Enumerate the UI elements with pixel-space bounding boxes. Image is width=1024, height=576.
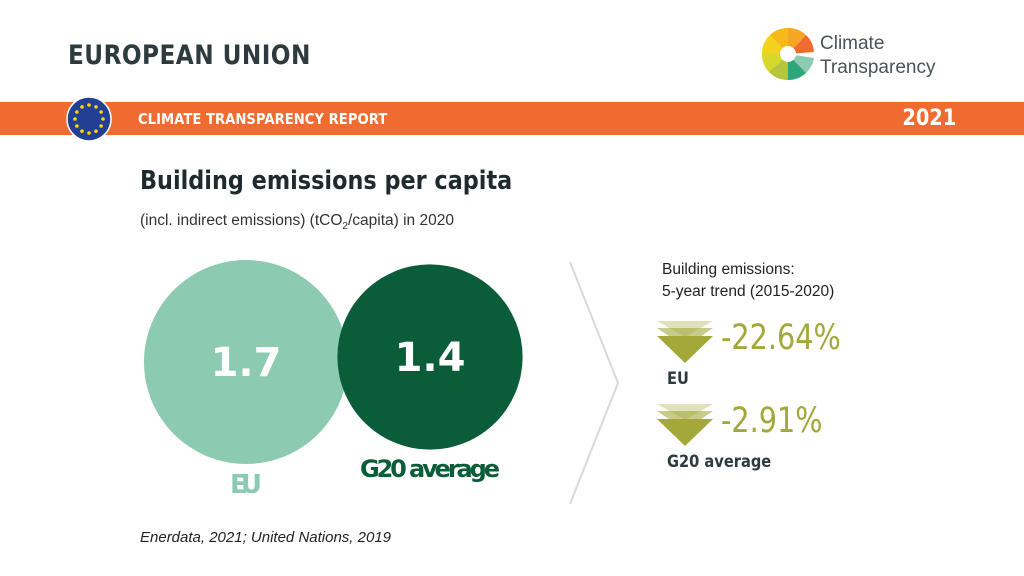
down-trend-arrow-icon <box>657 404 713 446</box>
eu-flag-star <box>80 129 84 133</box>
chevron-divider <box>569 261 620 505</box>
report-banner: CLIMATE TRANSPARENCY REPORT 2021 <box>0 102 1024 135</box>
trend-label: EU <box>667 369 689 389</box>
eu-flag-star <box>87 131 91 135</box>
bubble-name-label: G20 average <box>360 455 500 483</box>
eu-flag-star <box>87 103 91 107</box>
trend-label: G20 average <box>667 452 772 472</box>
subtitle-pre: (incl. indirect emissions) (tCO <box>140 212 343 229</box>
eu-flag-star <box>99 110 103 114</box>
bubble-eu <box>144 260 348 464</box>
eu-flag-star <box>73 117 77 121</box>
climate-transparency-logo: Climate Transparency <box>760 26 970 86</box>
logo-text-line1: Climate <box>820 33 885 54</box>
eu-flag-star <box>99 124 103 128</box>
eu-flag-star <box>94 105 98 109</box>
bubble-value-label: 1.7 <box>211 340 282 386</box>
down-trend-arrow-icon <box>657 321 713 363</box>
logo-text-line2: Transparency <box>820 57 936 78</box>
eu-flag-star <box>101 117 105 121</box>
trend-title-line2: 5-year trend (2015-2020) <box>662 283 835 300</box>
subtitle-sub: 2 <box>342 221 348 233</box>
per-capita-bubble-chart: 1.7 EU 1.4 G20 average <box>144 260 523 500</box>
bubble-g20 <box>337 264 523 450</box>
banner-year: 2021 <box>902 106 956 131</box>
trend-title-line1: Building emissions: <box>662 261 795 278</box>
trend-value: -22.64% <box>721 318 841 358</box>
trend-item-eu: -22.64% EU <box>657 318 897 391</box>
trend-item-g20: -2.91% G20 average <box>657 401 897 474</box>
bubble-name-label: EU <box>230 470 262 500</box>
section-title: Building emissions per capita <box>140 166 513 196</box>
country-title: EUROPEAN UNION <box>68 40 311 71</box>
subtitle-post: /capita) in 2020 <box>347 212 454 229</box>
logo-wheel-icon <box>761 27 814 81</box>
eu-flag-icon <box>66 96 112 142</box>
bubble-value-label: 1.4 <box>395 335 466 381</box>
trend-title: Building emissions: 5-year trend (2015-2… <box>662 259 834 303</box>
eu-flag-star <box>94 129 98 133</box>
trend-value: -2.91% <box>721 401 823 441</box>
section-subtitle: (incl. indirect emissions) (tCO2/capita)… <box>140 212 454 232</box>
eu-flag-star <box>75 110 79 114</box>
banner-label: CLIMATE TRANSPARENCY REPORT <box>138 110 388 128</box>
eu-flag-star <box>80 105 84 109</box>
eu-flag-star <box>75 124 79 128</box>
source-note: Enerdata, 2021; United Nations, 2019 <box>140 529 392 546</box>
